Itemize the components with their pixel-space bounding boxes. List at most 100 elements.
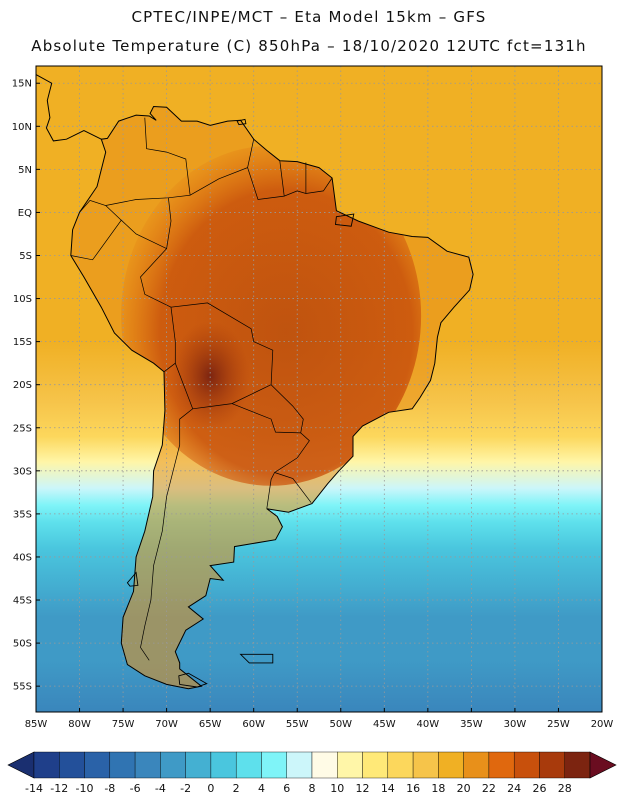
lon-tick-label: 45W bbox=[373, 719, 396, 730]
colorbar-swatch bbox=[59, 751, 85, 779]
lat-tick-label: 50S bbox=[13, 639, 32, 650]
lon-tick-label: 25W bbox=[547, 719, 570, 730]
lon-tick-label: 80W bbox=[68, 719, 91, 730]
colorbar-tick-label: 0 bbox=[207, 782, 214, 795]
island-coastline bbox=[239, 653, 274, 664]
lat-tick-label: 55S bbox=[13, 682, 32, 693]
lon-tick-label: 60W bbox=[242, 719, 265, 730]
colorbar-swatch bbox=[185, 751, 212, 779]
country-border bbox=[166, 197, 172, 249]
map-area bbox=[36, 66, 602, 712]
colorbar-over-arrow bbox=[589, 751, 617, 779]
lon-tick-label: 55W bbox=[286, 719, 309, 730]
colorbar-tick-label: -14 bbox=[25, 782, 43, 795]
lat-tick-label: 5S bbox=[19, 251, 32, 262]
country-border bbox=[170, 302, 274, 410]
lon-tick-label: 35W bbox=[460, 719, 483, 730]
colorbar-tick-label: 20 bbox=[457, 782, 471, 795]
country-border bbox=[105, 117, 191, 206]
colorbar-tick-label: 22 bbox=[482, 782, 496, 795]
lat-tick-label: 15S bbox=[13, 337, 32, 348]
colorbar-tick-label: 6 bbox=[283, 782, 290, 795]
island-coastline bbox=[236, 118, 247, 126]
lat-tick-label: 45S bbox=[13, 596, 32, 607]
country-border bbox=[70, 219, 172, 308]
lat-tick-label: 35S bbox=[13, 509, 32, 520]
lat-tick-label: 5N bbox=[18, 165, 32, 176]
colorbar-swatch bbox=[33, 751, 60, 779]
colorbar-tick-label: -2 bbox=[180, 782, 191, 795]
lon-tick-label: 70W bbox=[155, 719, 178, 730]
hot-spot bbox=[170, 321, 251, 432]
lat-tick-label: 10N bbox=[12, 122, 32, 133]
colorbar-swatch bbox=[134, 751, 161, 779]
country-border bbox=[79, 199, 122, 221]
colorbar-swatch bbox=[235, 751, 262, 779]
colorbar-tick-label: 12 bbox=[356, 782, 370, 795]
country-border bbox=[279, 160, 285, 197]
lon-tick-label: 30W bbox=[504, 719, 527, 730]
coastlines bbox=[36, 66, 474, 690]
lon-tick-label: 50W bbox=[329, 719, 352, 730]
colorbar-swatch bbox=[337, 751, 363, 779]
colorbar-tick-label: 14 bbox=[381, 782, 395, 795]
colorbar-swatch bbox=[412, 751, 439, 779]
lon-tick-label: 85W bbox=[25, 719, 48, 730]
country-border bbox=[247, 167, 333, 200]
island-coastline bbox=[335, 213, 355, 227]
colorbar-tick-label: -8 bbox=[104, 782, 115, 795]
lat-tick-label: 15N bbox=[12, 79, 32, 90]
colorbar-tick-label: -6 bbox=[130, 782, 141, 795]
colorbar-tick-label: 8 bbox=[309, 782, 316, 795]
lon-tick-label: 40W bbox=[417, 719, 440, 730]
colorbar-swatch bbox=[438, 751, 464, 779]
colorbar-swatch bbox=[513, 751, 540, 779]
colorbar-swatch bbox=[84, 751, 111, 779]
country-border bbox=[274, 472, 312, 503]
axis-ticks: 15N 10N 5N EQ 5S 10S 15S 20S 25S 30S 35S 40S 45S 50S 5… bbox=[12, 79, 614, 730]
continent-coastline bbox=[70, 105, 474, 690]
colorbar: -14 -12 -10 -8 -6 -4 -2 0 2 4 6 8 10 12 14 16 18 20 22 24 26… bbox=[7, 751, 617, 795]
colorbar-tick-label: 26 bbox=[532, 782, 546, 795]
island-coastline bbox=[126, 571, 139, 587]
lon-tick-label: 65W bbox=[199, 719, 222, 730]
island-coastline bbox=[178, 672, 208, 688]
lat-tick-label: 40S bbox=[13, 552, 32, 563]
chart-title: CPTEC/INPE/MCT – Eta Model 15km – GFS bbox=[131, 8, 487, 26]
colorbar-swatch bbox=[539, 751, 565, 779]
land-temperature bbox=[70, 106, 474, 689]
colorbar-swatch bbox=[463, 751, 490, 779]
lat-tick-label: 30S bbox=[13, 466, 32, 477]
lat-tick-label: EQ bbox=[18, 208, 32, 219]
colorbar-tick-label: -10 bbox=[76, 782, 94, 795]
colorbar-swatch bbox=[286, 751, 313, 779]
colorbar-tick-label: 24 bbox=[507, 782, 521, 795]
colorbar-tick-label: 28 bbox=[558, 782, 572, 795]
colorbar-swatch bbox=[362, 751, 389, 779]
colorbar-tick-label: 18 bbox=[431, 782, 445, 795]
map-frame bbox=[35, 65, 603, 713]
lon-tick-label: 75W bbox=[112, 719, 135, 730]
colorbar-swatch bbox=[311, 751, 338, 779]
central-america-coastline bbox=[36, 66, 102, 142]
colorbar-swatch bbox=[109, 751, 136, 779]
colorbar-swatch bbox=[261, 751, 287, 779]
country-border bbox=[140, 362, 194, 661]
colorbar-swatch bbox=[387, 751, 414, 779]
colorbar-swatch bbox=[488, 751, 515, 779]
colorbar-swatch bbox=[160, 751, 186, 779]
colorbar-tick-label: 10 bbox=[330, 782, 344, 795]
chart-subtitle: Absolute Temperature (C) 850hPa – 18/10/… bbox=[31, 37, 587, 55]
colorbar-swatch bbox=[210, 751, 237, 779]
colorbar-tick-label: 4 bbox=[258, 782, 265, 795]
colorbar-swatch bbox=[564, 751, 591, 779]
colorbar-tick-label: 2 bbox=[233, 782, 240, 795]
colorbar-tick-label: -12 bbox=[50, 782, 68, 795]
colorbar-under-arrow bbox=[7, 751, 35, 779]
lat-tick-label: 10S bbox=[13, 294, 32, 305]
country-border bbox=[266, 432, 310, 509]
colorbar-tick-label: -4 bbox=[155, 782, 166, 795]
lat-tick-label: 20S bbox=[13, 380, 32, 391]
colorbar-tick-label: 16 bbox=[406, 782, 420, 795]
